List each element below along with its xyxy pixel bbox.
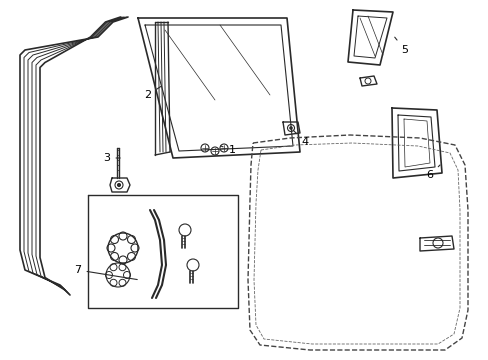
Text: 1: 1 xyxy=(220,145,235,155)
Text: 6: 6 xyxy=(426,165,439,180)
Text: 3: 3 xyxy=(103,153,120,163)
Text: 5: 5 xyxy=(394,37,407,55)
Text: 2: 2 xyxy=(144,86,161,100)
Circle shape xyxy=(289,127,292,129)
Text: 4: 4 xyxy=(292,130,308,147)
Circle shape xyxy=(117,184,120,186)
Text: 7: 7 xyxy=(74,265,137,280)
